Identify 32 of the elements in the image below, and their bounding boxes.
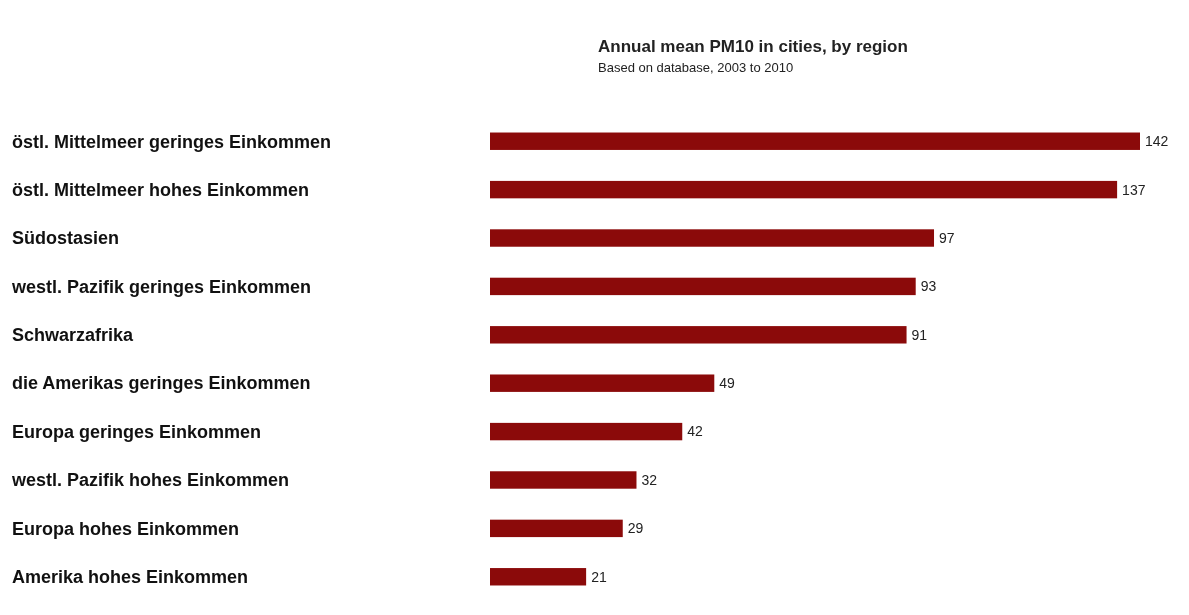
bar bbox=[490, 374, 715, 392]
bar bbox=[490, 229, 935, 247]
y-tick-label: Schwarzafrika bbox=[12, 325, 135, 346]
bar bbox=[490, 422, 683, 441]
chart-subtitle: Based on database, 2003 to 2010 bbox=[598, 60, 794, 75]
y-tick-label: westl. Pazifik geringes Einkommen bbox=[11, 276, 312, 297]
bar bbox=[490, 277, 916, 296]
data-label: 142 bbox=[1145, 133, 1169, 150]
bar bbox=[490, 132, 1140, 150]
bar bbox=[490, 471, 637, 489]
data-label: 91 bbox=[911, 326, 928, 343]
data-label: 49 bbox=[719, 375, 736, 392]
y-tick-label: die Amerikas geringes Einkommen bbox=[12, 373, 311, 394]
y-tick-label: östl. Mittelmeer geringes Einkommen bbox=[12, 131, 332, 152]
data-label: 32 bbox=[641, 471, 658, 488]
data-label: 93 bbox=[920, 278, 937, 295]
data-label: 21 bbox=[591, 568, 607, 585]
chart-title: Annual mean PM10 in cities, by region bbox=[598, 37, 908, 56]
data-label: 42 bbox=[687, 423, 704, 440]
data-label: 29 bbox=[627, 520, 644, 537]
bar bbox=[490, 326, 907, 344]
y-tick-label: Südostasien bbox=[12, 228, 120, 249]
y-tick-label: Europa geringes Einkommen bbox=[12, 421, 262, 442]
bar bbox=[490, 180, 1118, 199]
y-tick-label: Amerika hohes Einkommen bbox=[12, 567, 249, 588]
bar bbox=[490, 568, 587, 586]
data-label: 137 bbox=[1122, 181, 1146, 198]
y-tick-label: östl. Mittelmeer hohes Einkommen bbox=[12, 179, 310, 200]
data-label: 97 bbox=[939, 229, 955, 246]
bar bbox=[490, 519, 623, 538]
y-tick-label: Europa hohes Einkommen bbox=[12, 518, 240, 539]
y-tick-label: westl. Pazifik hohes Einkommen bbox=[11, 470, 290, 491]
